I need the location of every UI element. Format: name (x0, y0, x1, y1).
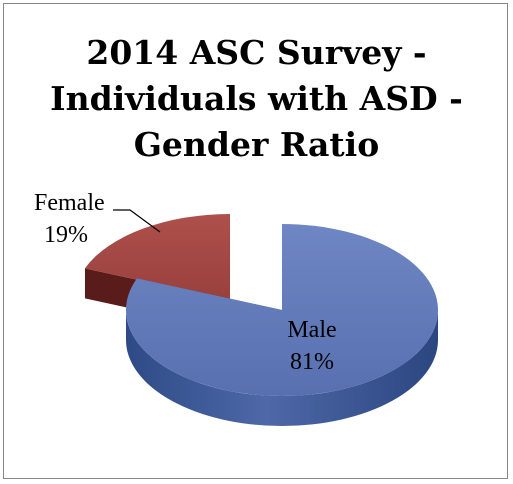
chart-title-line-3: Gender Ratio (133, 125, 380, 164)
chart-title-line-2: Individuals with ASD - (50, 79, 463, 118)
slice-label-male-category: Male (287, 317, 336, 343)
pie-slice-female-top (84, 214, 230, 300)
pie-slice-male-top (125, 224, 439, 396)
chart-title-line-1: 2014 ASC Survey - (86, 33, 427, 72)
chart-title: 2014 ASC Survey - Individuals with ASD -… (0, 30, 513, 168)
slice-label-female-category: Female (34, 190, 105, 216)
slice-label-male-value: 81% (290, 349, 334, 375)
slice-label-female-value: 19% (44, 222, 88, 248)
slices-layer (84, 214, 439, 426)
leader-line-female (113, 209, 161, 233)
pie-slice-male (125, 224, 439, 426)
pie-slice-male-side (126, 310, 438, 426)
